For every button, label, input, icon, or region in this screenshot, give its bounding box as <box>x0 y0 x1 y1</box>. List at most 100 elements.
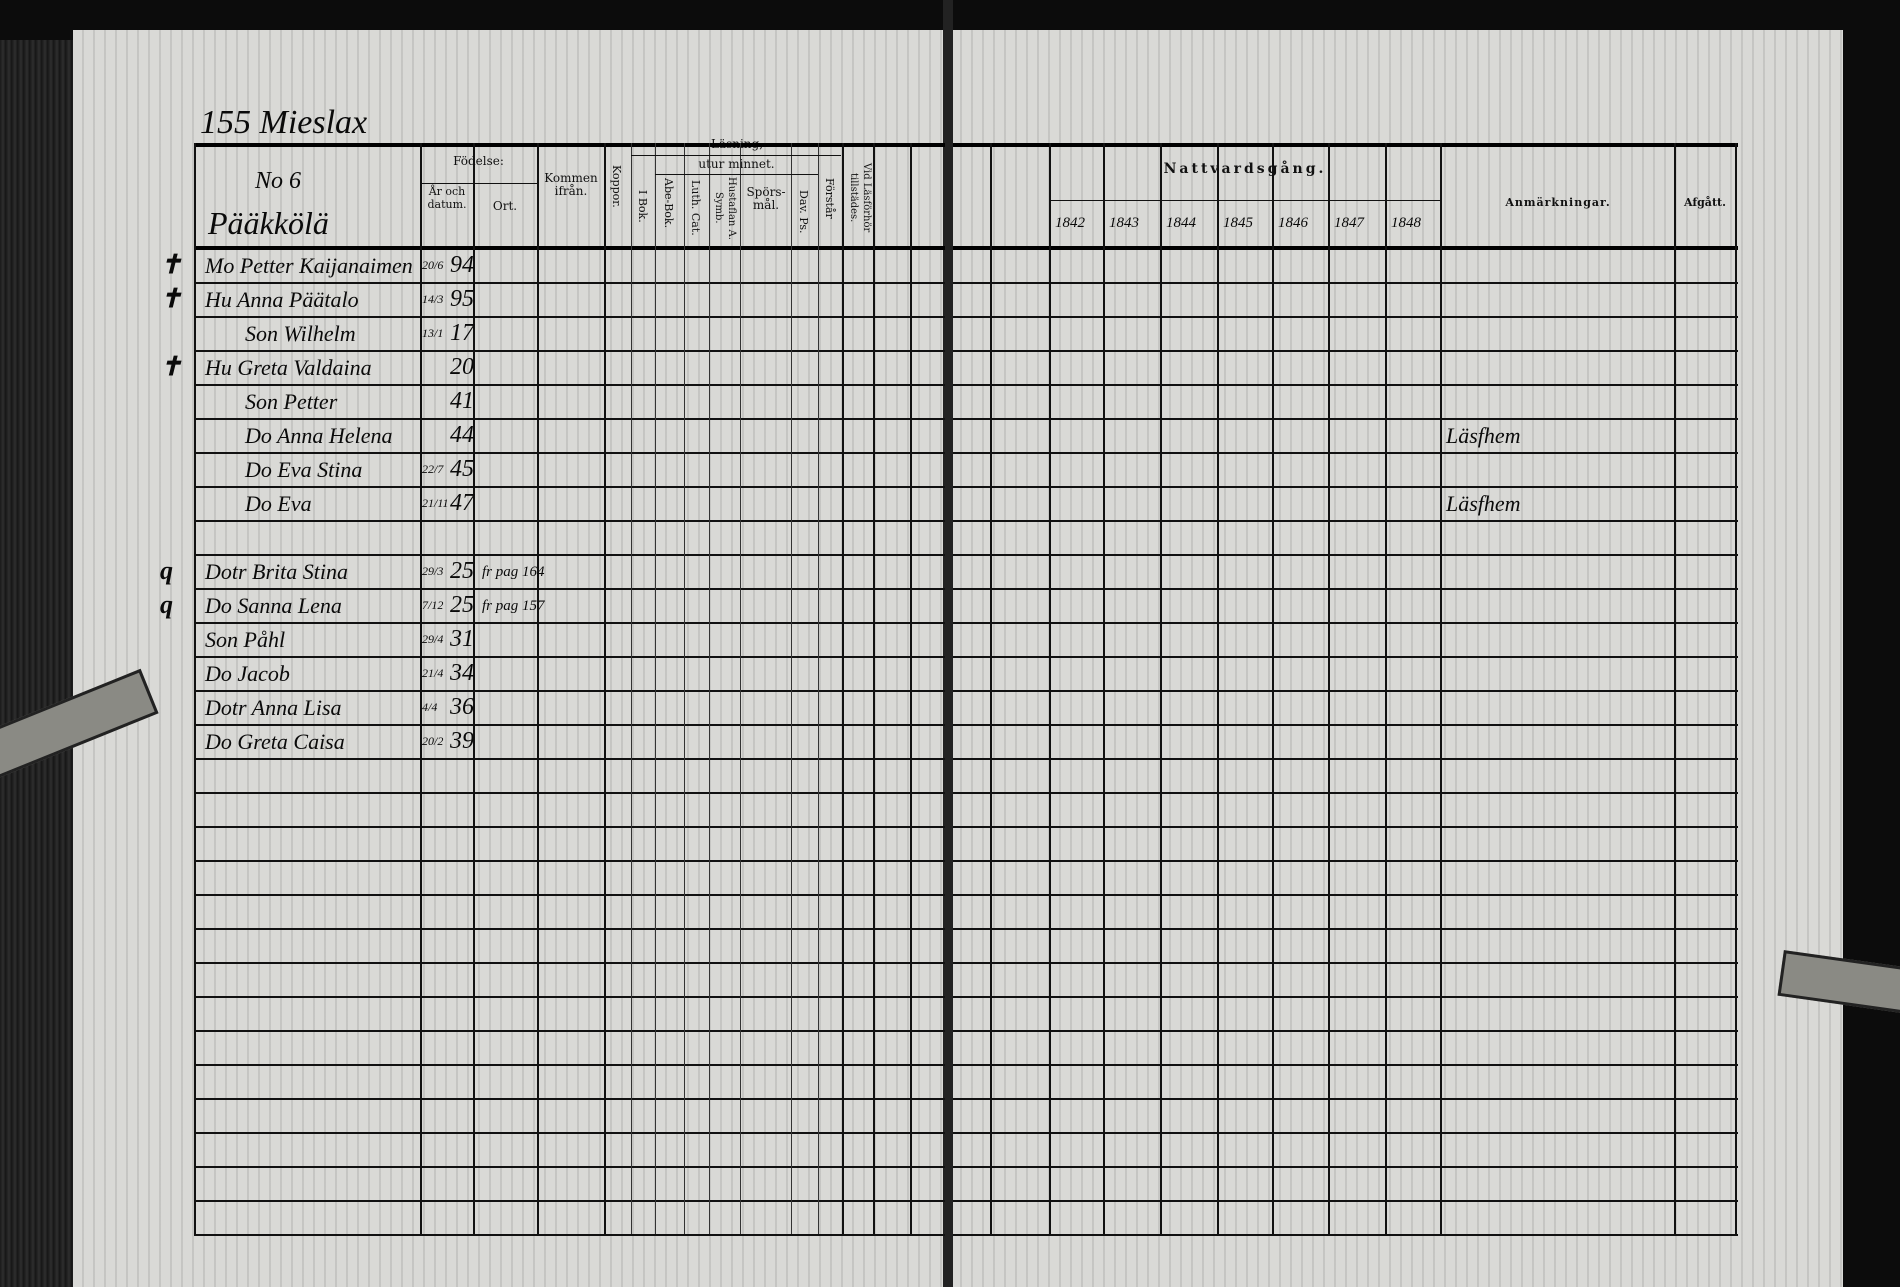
column-rule <box>1385 143 1387 1234</box>
header-koppor: Koppor. <box>610 165 623 208</box>
birth-year: 34 <box>450 660 474 686</box>
birth-year: 20 <box>450 354 474 380</box>
header-forstar: Förstår <box>823 178 836 219</box>
header-afgatt: Afgått. <box>1684 196 1726 209</box>
column-rule <box>910 143 912 1234</box>
row-rule <box>194 690 945 692</box>
page-title: 155 Mieslax <box>200 104 368 141</box>
row-rule <box>194 928 945 930</box>
row-rule <box>953 860 1738 862</box>
person-name: Dotr Anna Lisa <box>205 695 342 720</box>
margin-mark: q <box>160 590 173 619</box>
row-rule <box>953 316 1738 318</box>
column-rule <box>842 143 844 1234</box>
row-rule <box>194 996 945 998</box>
person-name: Do Eva Stina <box>245 457 363 482</box>
column-rule <box>791 143 792 1234</box>
row-rule <box>194 962 945 964</box>
header-luth-cat: Luth. Cat. <box>689 180 702 236</box>
row-rule <box>194 588 945 590</box>
row-rule <box>953 1098 1738 1100</box>
birth-year: 25 <box>450 592 474 618</box>
row-rule <box>194 1064 945 1066</box>
year-header: 1842 <box>1055 215 1085 231</box>
header-kommen-ifran: Kommen ifrån. <box>544 171 598 198</box>
row-rule <box>194 1132 945 1134</box>
row-rule <box>194 520 945 522</box>
birth-year: 17 <box>450 320 474 346</box>
row-rule <box>194 1234 945 1236</box>
person-name: Hu Anna Päätalo <box>205 287 359 312</box>
column-rule <box>684 143 685 1234</box>
remark: Läsfhem <box>1446 491 1521 516</box>
row-rule <box>953 1064 1738 1066</box>
column-rule <box>194 143 196 1234</box>
birth-year: 45 <box>450 456 474 482</box>
row-rule <box>194 418 945 420</box>
row-rule <box>194 1030 945 1032</box>
header-sporsmal: Spörs-mål. <box>746 185 786 212</box>
column-rule <box>1160 143 1162 1234</box>
column-rule <box>709 143 710 1234</box>
column-rule <box>1440 143 1442 1234</box>
row-rule <box>953 350 1738 352</box>
row-rule <box>953 384 1738 386</box>
row-rule <box>194 1200 945 1202</box>
table-top-rule <box>953 143 1738 147</box>
margin-mark: ✝ <box>160 250 182 279</box>
row-rule <box>194 622 945 624</box>
header-bottom-rule <box>194 246 945 250</box>
row-rule <box>194 758 945 760</box>
person-name: Son Wilhelm <box>245 321 356 346</box>
header-hustaflan: Hustaflan A. Symb. <box>713 176 737 240</box>
row-rule <box>953 962 1738 964</box>
row-rule <box>194 384 945 386</box>
year-header: 1848 <box>1391 215 1421 231</box>
birth-year: 25 <box>450 558 474 584</box>
birth-day-month: 22/7 <box>422 462 444 476</box>
person-name: Son Petter <box>245 389 338 414</box>
row-rule <box>194 792 945 794</box>
header-i-bok: I Bok. <box>636 190 649 223</box>
row-rule <box>953 1030 1738 1032</box>
row-rule <box>953 554 1738 556</box>
row-rule <box>953 588 1738 590</box>
came-from: fr pag 157 <box>482 598 545 614</box>
row-rule <box>953 1132 1738 1134</box>
header-anmarkningar: Anmärkningar. <box>1505 196 1611 209</box>
birth-day-month: 7/12 <box>422 598 444 612</box>
row-rule <box>194 452 945 454</box>
column-rule <box>1103 143 1105 1234</box>
birth-year: 95 <box>450 286 474 312</box>
column-rule <box>1217 143 1219 1234</box>
row-rule <box>953 996 1738 998</box>
birth-day-month: 29/4 <box>422 632 444 646</box>
header-utur-minnet: utur minnet. <box>698 157 775 171</box>
came-from: fr pag 164 <box>482 564 545 580</box>
header-nattvardsgang: Nattvardsgång. <box>1163 161 1327 177</box>
column-rule <box>537 143 539 1234</box>
year-header: 1844 <box>1166 215 1196 231</box>
person-name: Son Påhl <box>205 627 286 652</box>
person-name: Mo Petter Kaijanaimen <box>205 253 413 278</box>
column-rule <box>473 143 475 1234</box>
person-name: Do Eva <box>245 491 312 516</box>
row-rule <box>194 724 945 726</box>
birth-day-month: 13/1 <box>422 326 444 340</box>
column-rule <box>1328 143 1330 1234</box>
row-rule <box>953 656 1738 658</box>
row-rule <box>953 826 1738 828</box>
person-name: Do Sanna Lena <box>205 593 342 618</box>
header-fodelse: Födelse: <box>453 154 504 168</box>
column-rule <box>655 143 656 1234</box>
row-rule <box>953 486 1738 488</box>
person-name: Do Anna Helena <box>245 423 393 448</box>
person-name: Do Greta Caisa <box>205 729 345 754</box>
row-rule <box>194 656 945 658</box>
row-rule <box>194 860 945 862</box>
row-rule <box>194 1098 945 1100</box>
column-rule <box>420 143 422 1234</box>
margin-mark: ✝ <box>160 352 182 381</box>
subheader-rule <box>631 155 841 156</box>
left-page <box>73 30 946 1287</box>
